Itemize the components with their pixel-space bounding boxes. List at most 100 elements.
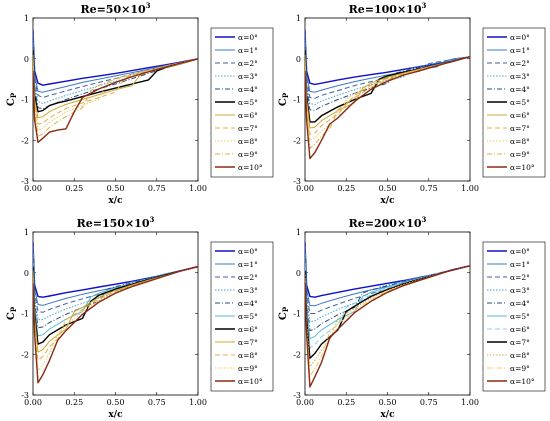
y-axis-label-main: C — [6, 98, 17, 106]
y-axis-label-main: C — [278, 312, 289, 320]
panel-title: Re=100×103 — [349, 1, 427, 16]
x-tick-label: 0.50 — [107, 184, 125, 193]
x-tick-label: 0.25 — [65, 398, 83, 407]
panel-title-main: Re=150×10 — [77, 217, 150, 230]
series-group — [305, 30, 470, 160]
panel-title: Re=150×103 — [77, 215, 155, 230]
series-line-9 — [33, 266, 198, 371]
series-line-5 — [33, 50, 198, 113]
legend-entry: α=3° — [510, 286, 530, 295]
legend-entry: α=8° — [510, 351, 530, 360]
series-line-9 — [305, 56, 470, 149]
legend-entry: α=9° — [510, 364, 530, 373]
y-tick-label: -3 — [293, 177, 301, 186]
legend-entry: α=1° — [510, 260, 530, 269]
y-tick-label: 0 — [24, 55, 29, 64]
series-group — [33, 30, 198, 144]
axes-frame — [304, 231, 471, 396]
series-line-7 — [305, 56, 470, 135]
legend-entry: α=2° — [510, 273, 530, 282]
panel-title-main: Re=100×10 — [349, 3, 422, 16]
legend-entry: α=4° — [238, 85, 258, 94]
y-tick-label: 1 — [24, 228, 29, 237]
legend-entry: α=3° — [238, 286, 258, 295]
y-axis-label-subscript: P — [281, 92, 290, 98]
legend-entry: α=9° — [510, 150, 530, 159]
legend-entry: α=8° — [238, 137, 258, 146]
x-tick-label: 1.00 — [189, 398, 207, 407]
legend-entry: α=1° — [238, 46, 258, 55]
legend-entry: α=3° — [238, 72, 258, 81]
y-tick-label: 1 — [296, 228, 301, 237]
series-line-4 — [33, 46, 198, 110]
panel-title-main: Re=200×10 — [349, 217, 422, 230]
legend-entry: α=10° — [238, 377, 263, 386]
legend-entry: α=1° — [238, 260, 258, 269]
series-line-3 — [33, 254, 198, 321]
legend-entry: α=5° — [510, 312, 530, 321]
y-axis-label: CP — [278, 92, 290, 106]
legend-entry: α=8° — [238, 351, 258, 360]
y-tick-label: 1 — [296, 14, 301, 23]
legend-entry: α=2° — [238, 273, 258, 282]
x-tick-label: 0.50 — [379, 398, 397, 407]
legend-entry: α=3° — [510, 72, 530, 81]
x-axis-label: x/c — [108, 196, 123, 206]
panel-title-exponent: 3 — [146, 1, 151, 10]
x-tick-label: 0.75 — [420, 398, 438, 407]
legend-entry: α=7° — [238, 124, 258, 133]
panel-title: Re=200×103 — [349, 215, 427, 230]
legend-entry: α=2° — [238, 59, 258, 68]
series-line-0 — [33, 30, 198, 86]
legend-entry: α=9° — [238, 364, 258, 373]
panel-title-exponent: 3 — [149, 215, 154, 224]
y-axis-label-subscript: P — [9, 92, 18, 98]
chart-panel-4: Re=200×103 1 0 -1 -2 -30.00 0.25 0.50 0.75 1.00 x/… — [278, 215, 546, 420]
series-line-2 — [305, 38, 470, 99]
legend-entry: α=10° — [238, 163, 263, 172]
y-tick-label: -2 — [293, 136, 301, 145]
y-tick-label: 0 — [296, 269, 301, 278]
y-tick-label: -2 — [293, 350, 301, 359]
panel-title-exponent: 3 — [421, 215, 426, 224]
series-line-3 — [305, 254, 470, 323]
series-line-10 — [33, 265, 198, 384]
legend-entry: α=4° — [510, 299, 530, 308]
axes-frame — [32, 17, 199, 182]
y-tick-label: -2 — [21, 350, 29, 359]
y-axis-label: CP — [278, 306, 290, 320]
y-tick-label: 0 — [296, 55, 301, 64]
legend-entry: α=5° — [238, 98, 258, 107]
x-tick-label: 0.25 — [65, 184, 83, 193]
y-tick-label: -2 — [21, 136, 29, 145]
legend-entry: α=1° — [510, 46, 530, 55]
series-line-6 — [33, 265, 198, 345]
series-line-3 — [305, 42, 470, 105]
legend-entry: α=6° — [510, 111, 530, 120]
y-axis-label: CP — [6, 92, 18, 106]
panel-title: Re=50×103 — [80, 1, 150, 16]
legend-entry: α=4° — [510, 85, 530, 94]
series-line-10 — [33, 58, 198, 144]
x-tick-label: 0.75 — [420, 184, 438, 193]
axes-frame — [304, 17, 471, 182]
legend-entry: α=7° — [510, 124, 530, 133]
y-tick-label: -3 — [21, 391, 29, 400]
legend-entry: α=6° — [238, 111, 258, 120]
x-tick-label: 1.00 — [461, 184, 479, 193]
y-tick-label: -1 — [21, 310, 29, 319]
axes-frame — [32, 231, 199, 396]
x-tick-label: 0.00 — [24, 184, 42, 193]
series-line-1 — [33, 246, 198, 306]
series-group — [305, 242, 470, 388]
y-tick-label: -3 — [293, 391, 301, 400]
series-line-10 — [305, 56, 470, 160]
legend-entry: α=6° — [510, 325, 530, 334]
legend-entry: α=8° — [510, 137, 530, 146]
x-tick-label: 1.00 — [189, 184, 207, 193]
series-line-2 — [305, 250, 470, 314]
series-line-10 — [305, 265, 470, 388]
x-axis-label: x/c — [380, 196, 395, 206]
y-axis-label-main: C — [278, 98, 289, 106]
